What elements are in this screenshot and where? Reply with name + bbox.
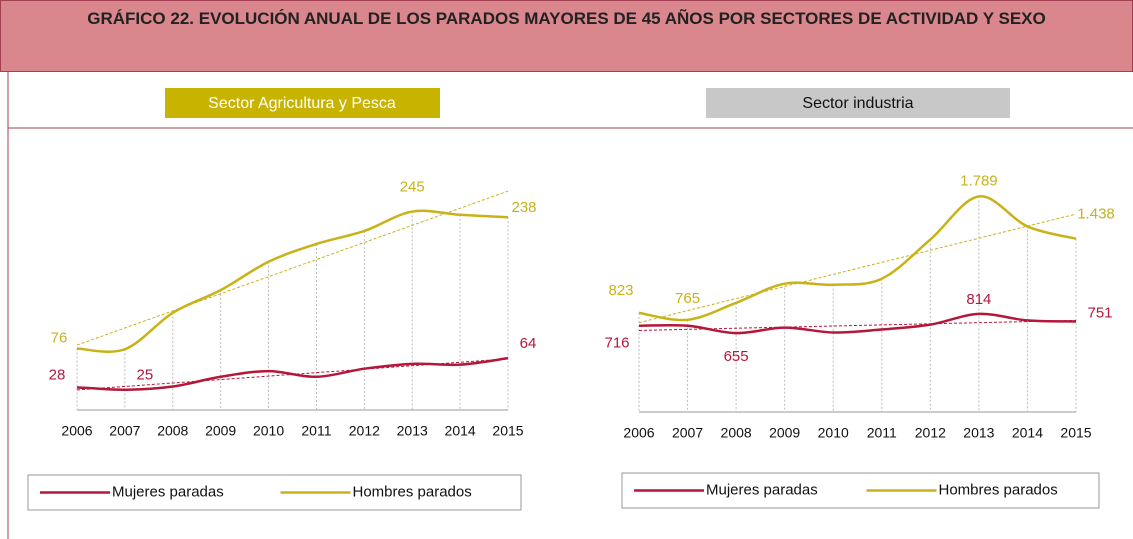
data-label: 716 [604, 335, 629, 352]
x-tick-label: 2012 [915, 425, 946, 441]
data-label: 814 [966, 291, 991, 308]
x-tick-label: 2013 [397, 423, 428, 439]
header-title: GRÁFICO 22. EVOLUCIÓN ANUAL DE LOS PARAD… [87, 9, 1046, 28]
x-tick-label: 2008 [721, 425, 752, 441]
legend-label: Mujeres paradas [112, 483, 224, 500]
x-tick-label: 2015 [492, 423, 523, 439]
x-tick-label: 2009 [205, 423, 236, 439]
series-line [638, 312, 1077, 335]
data-label: 64 [520, 335, 537, 352]
data-label: 28 [49, 366, 66, 383]
subtitle-box [165, 88, 440, 118]
x-tick-label: 2006 [623, 425, 654, 441]
legend-label: Mujeres paradas [706, 481, 818, 498]
x-tick-label: 2011 [301, 423, 331, 439]
x-tick-label: 2007 [109, 423, 140, 439]
legend-label: Hombres parados [353, 483, 472, 500]
legend-label: Hombres parados [939, 481, 1058, 498]
x-tick-label: 2010 [253, 423, 284, 439]
header-box: GRÁFICO 22. EVOLUCIÓN ANUAL DE LOS PARAD… [87, 9, 1046, 28]
x-tick-label: 2015 [1060, 425, 1091, 441]
series-line [638, 195, 1077, 322]
data-label: 751 [1087, 304, 1112, 321]
data-label: 765 [675, 290, 700, 307]
data-label: 655 [724, 348, 749, 365]
series-line [76, 356, 509, 392]
data-label: 76 [51, 329, 68, 346]
header-band [0, 0, 1133, 72]
legend-box [27, 474, 522, 511]
x-tick-label: 2014 [1012, 425, 1043, 441]
data-label: 1.789 [960, 172, 998, 189]
data-label: 245 [400, 179, 425, 196]
data-label: 25 [137, 367, 154, 384]
x-tick-label: 2009 [769, 425, 800, 441]
data-label: 823 [608, 282, 633, 299]
x-tick-label: 2013 [963, 425, 994, 441]
x-tick-label: 2008 [157, 423, 188, 439]
x-tick-label: 2014 [445, 423, 476, 439]
x-tick-label: 2012 [349, 423, 380, 439]
chart-title: Sector Agricultura y Pesca [208, 95, 396, 112]
series-line [76, 209, 509, 353]
x-tick-label: 2010 [818, 425, 849, 441]
x-tick-label: 2007 [672, 425, 703, 441]
trend-line [76, 190, 509, 346]
subtitle-box [706, 88, 1010, 118]
x-tick-label: 2006 [61, 423, 92, 439]
chart-title: Sector industria [802, 95, 913, 112]
trend-line [638, 213, 1077, 324]
data-label: 1.438 [1077, 206, 1115, 223]
x-tick-label: 2011 [867, 425, 897, 441]
data-label: 238 [511, 199, 536, 216]
